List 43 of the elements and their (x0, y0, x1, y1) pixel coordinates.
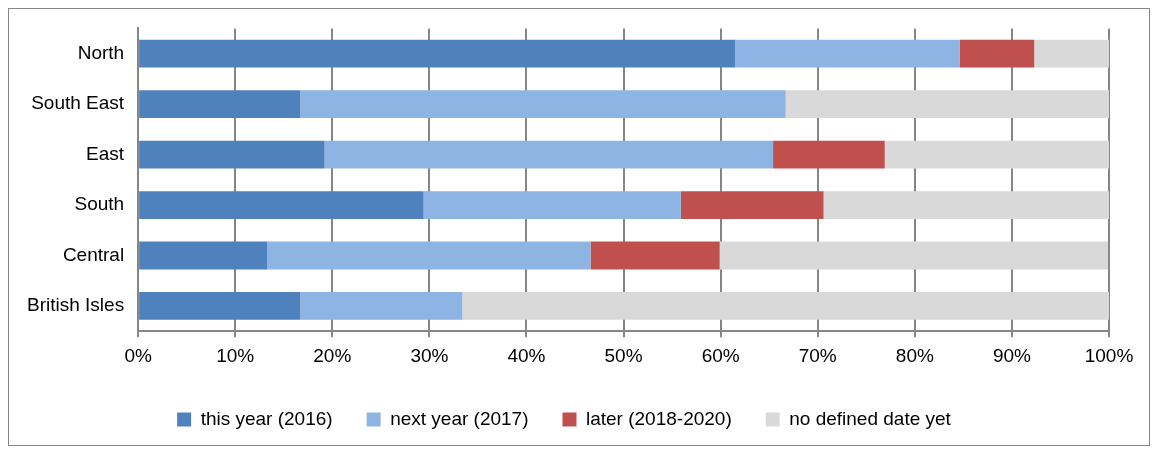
bar (785, 90, 1109, 118)
bar (139, 292, 301, 320)
bar (1034, 39, 1109, 68)
y-tick-label: Central (62, 243, 125, 265)
legend-label: next year (2017) (390, 407, 529, 429)
x-tick-label: 0% (124, 344, 152, 366)
y-tick-label: British Isles (26, 294, 125, 316)
bar (462, 292, 1109, 320)
y-tick-label: South (74, 193, 125, 215)
legend-label: this year (2016) (200, 407, 333, 429)
bar (773, 140, 885, 169)
legend-label: no defined date yet (789, 407, 952, 429)
x-tick-label: 60% (701, 344, 740, 366)
bar (139, 90, 301, 118)
bar (139, 39, 736, 68)
y-tick-label: East (86, 142, 125, 164)
bar (823, 191, 1109, 219)
x-tick-label: 10% (216, 344, 255, 366)
x-tick-label: 50% (604, 344, 643, 366)
bar (300, 90, 786, 118)
x-tick-label: 40% (507, 344, 546, 366)
x-tick-label: 100% (1084, 344, 1134, 366)
bar (590, 241, 720, 270)
x-tick-label: 20% (313, 344, 352, 366)
bar (139, 140, 325, 169)
bar (884, 140, 1109, 169)
bar (735, 39, 960, 68)
bar (680, 191, 824, 219)
bar (959, 39, 1035, 68)
x-tick-label: 80% (895, 344, 934, 366)
bar (139, 191, 424, 219)
bar (267, 241, 591, 270)
x-tick-label: 90% (992, 344, 1032, 366)
bar (139, 241, 268, 270)
bar (719, 241, 1109, 270)
bar (300, 292, 463, 320)
y-tick-label: South East (31, 92, 125, 114)
y-tick-label: North (77, 41, 125, 63)
bar (324, 140, 774, 169)
legend-label: later (2018-2020) (585, 407, 732, 429)
bar (423, 191, 681, 219)
x-tick-label: 70% (798, 344, 837, 366)
x-tick-label: 30% (410, 344, 449, 366)
